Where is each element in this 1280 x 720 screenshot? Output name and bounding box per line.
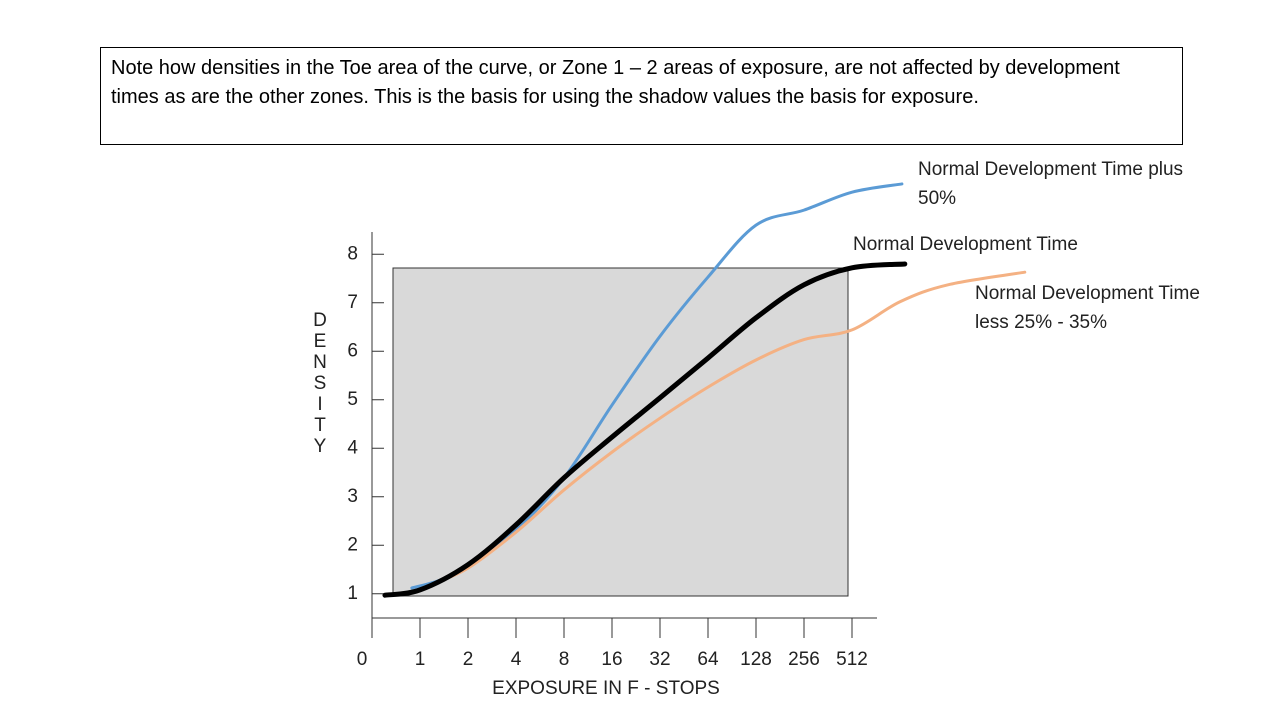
y-tick-label: 1 — [347, 583, 358, 604]
x-tick-label: 0 — [357, 649, 368, 670]
x-tick-label: 4 — [511, 649, 522, 670]
x-tick-label: 8 — [559, 649, 570, 670]
series-label: Normal Development Time plus 50% — [918, 159, 1184, 209]
curve — [382, 261, 908, 598]
y-tick-label: 8 — [347, 243, 358, 264]
x-tick-label: 512 — [836, 649, 868, 670]
x-tick-label: 2 — [463, 649, 474, 670]
y-tick-label: 7 — [347, 292, 358, 313]
x-tick-label: 128 — [740, 649, 772, 670]
y-tick-label: 5 — [347, 389, 358, 410]
series-label: Normal Development Time less 25% - 35% — [975, 283, 1200, 333]
y-tick-label: 2 — [347, 534, 358, 555]
y-tick-label: 6 — [347, 340, 358, 361]
x-tick-label: 1 — [415, 649, 426, 670]
x-tick-label: 64 — [697, 649, 719, 670]
series-label: Normal Development Time — [853, 234, 1078, 255]
x-tick-label: 32 — [649, 649, 670, 670]
curve — [428, 270, 1027, 587]
y-axis-label: DENSITY — [309, 310, 331, 457]
note-box: Note how densities in the Toe area of th… — [100, 47, 1183, 145]
x-tick-label: 16 — [601, 649, 622, 670]
y-tick-label: 3 — [347, 486, 358, 507]
y-tick-label: 4 — [347, 437, 358, 458]
x-axis-label: EXPOSURE IN F - STOPS — [492, 678, 720, 699]
x-tick-label: 256 — [788, 649, 820, 670]
